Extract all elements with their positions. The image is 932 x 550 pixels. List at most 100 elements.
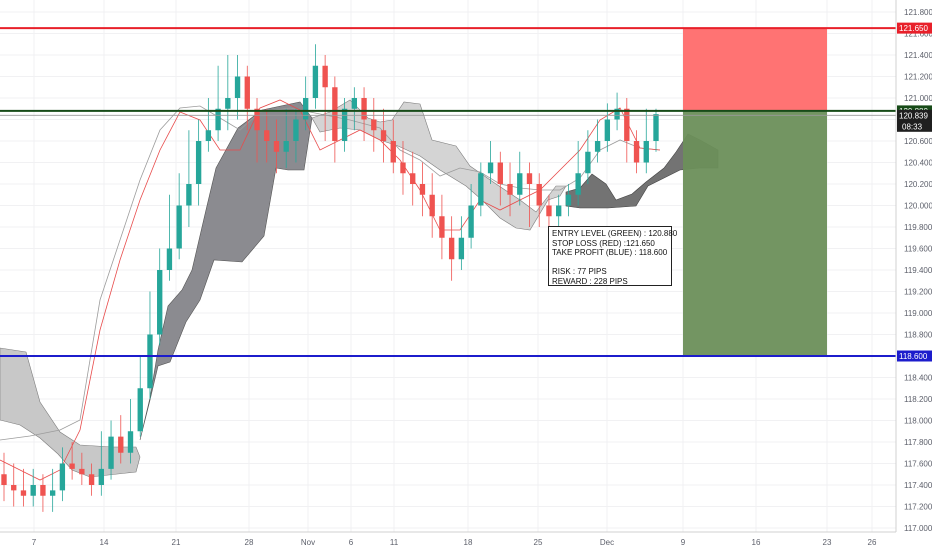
- price-tick-label: 119.800: [904, 223, 932, 232]
- candle-body: [225, 98, 231, 109]
- take-profit-tag: 118.600: [899, 352, 928, 361]
- candle-body: [653, 114, 659, 141]
- candle-body: [478, 173, 484, 206]
- price-tick-label: 119.000: [904, 309, 932, 318]
- time-tick-label: 18: [464, 538, 473, 547]
- candle-body: [604, 119, 611, 141]
- candle-body: [448, 237, 455, 260]
- cloud-rising: [139, 101, 313, 441]
- candle-body: [546, 205, 552, 217]
- price-tick-label: 119.600: [904, 245, 932, 254]
- candle-body: [59, 463, 66, 491]
- candle-body: [254, 108, 260, 131]
- time-tick-label: 28: [245, 538, 254, 547]
- candle-body: [633, 141, 640, 163]
- time-tick-label: 9: [681, 538, 686, 547]
- candle-body: [166, 248, 173, 270]
- cloud-left: [0, 347, 141, 478]
- risk-zone: [683, 28, 827, 111]
- price-tick-label: 120.200: [904, 180, 932, 189]
- price-tick-label: 117.400: [904, 481, 932, 490]
- candles: [1, 44, 659, 512]
- candle-body: [332, 87, 338, 141]
- candle-body: [400, 162, 406, 174]
- ichimoku-cloud: [0, 99, 719, 478]
- reward-text: REWARD : 228 PIPS: [552, 276, 628, 286]
- price-levels: [0, 27, 896, 357]
- candle-body: [186, 184, 192, 206]
- time-tick-label: 6: [349, 538, 354, 547]
- candle-body: [322, 65, 328, 88]
- price-tick-label: 117.000: [904, 524, 932, 533]
- trade-annotation[interactable]: ENTRY LEVEL (GREEN) : 120.880 STOP LOSS …: [548, 226, 677, 286]
- price-axis-ticks: 121.800121.600121.400121.200121.000120.8…: [904, 8, 932, 533]
- candle-body: [244, 76, 250, 109]
- candle-body: [79, 468, 85, 475]
- candle-body: [439, 216, 445, 238]
- candle-body: [361, 98, 367, 120]
- price-tick-label: 120.600: [904, 137, 932, 146]
- candle-body: [410, 173, 416, 184]
- candle-body: [98, 468, 104, 485]
- candle-body: [293, 119, 299, 141]
- price-tick-label: 120.400: [904, 159, 932, 168]
- time-tick-label: Dec: [600, 538, 614, 547]
- candle-body: [487, 162, 494, 174]
- price-tick-label: 118.400: [904, 374, 932, 383]
- candle-body: [283, 141, 289, 152]
- candle-body: [30, 485, 36, 496]
- candle-body: [118, 436, 124, 453]
- time-tick-label: 11: [390, 538, 399, 547]
- price-tick-label: 118.000: [904, 417, 932, 426]
- time-tick-label: 14: [100, 538, 109, 547]
- candle-body: [643, 141, 649, 163]
- candle-body: [40, 485, 46, 496]
- candle-body: [20, 490, 27, 496]
- candle-body: [575, 173, 581, 195]
- price-tick-label: 119.200: [904, 288, 932, 297]
- candle-body: [585, 151, 591, 174]
- candle-body: [69, 463, 75, 469]
- candle-body: [380, 130, 387, 141]
- candle-body: [234, 76, 241, 98]
- price-tick-label: 121.800: [904, 8, 932, 17]
- target-text: TAKE PROFIT (BLUE) : 118.600: [552, 248, 668, 258]
- candle-body: [556, 205, 562, 217]
- price-tick-label: 118.800: [904, 331, 932, 340]
- time-axis-ticks: 7 14 21 28 Nov 6 11 18 25 Dec 9 16 23 26: [32, 538, 877, 547]
- time-tick-label: 26: [868, 538, 877, 547]
- candle-body: [137, 388, 143, 432]
- candle-body: [176, 205, 182, 249]
- position-tool: [683, 28, 827, 357]
- price-tick-label: 117.800: [904, 438, 932, 447]
- candle-body: [507, 184, 513, 195]
- candle-body: [195, 141, 202, 184]
- candle-body: [312, 65, 319, 98]
- time-tick-label: 16: [752, 538, 761, 547]
- stop-loss-tag: 121.650: [899, 24, 928, 33]
- candle-body: [468, 205, 474, 238]
- candle-body: [205, 130, 212, 141]
- candle-body: [341, 108, 348, 141]
- price-tick-label: 121.000: [904, 94, 932, 103]
- price-tick-label: 121.200: [904, 73, 932, 82]
- candle-body: [614, 108, 620, 120]
- indicator-lines: [0, 99, 661, 481]
- candle-body: [1, 474, 7, 485]
- candle-body: [536, 184, 542, 206]
- risk-text: RISK : 77 PIPS: [552, 267, 607, 277]
- candle-body: [49, 490, 56, 496]
- candle-body: [127, 431, 134, 453]
- price-tick-label: 119.400: [904, 266, 932, 275]
- time-tick-label: 7: [32, 538, 37, 547]
- candle-body: [371, 119, 377, 131]
- time-tick-label: 25: [534, 538, 543, 547]
- take-profit-tag-bg: [897, 350, 932, 362]
- candle-body: [565, 194, 572, 206]
- countdown-label: 08:33: [902, 122, 923, 131]
- time-tick-label: 21: [172, 538, 181, 547]
- candle-body: [526, 173, 533, 184]
